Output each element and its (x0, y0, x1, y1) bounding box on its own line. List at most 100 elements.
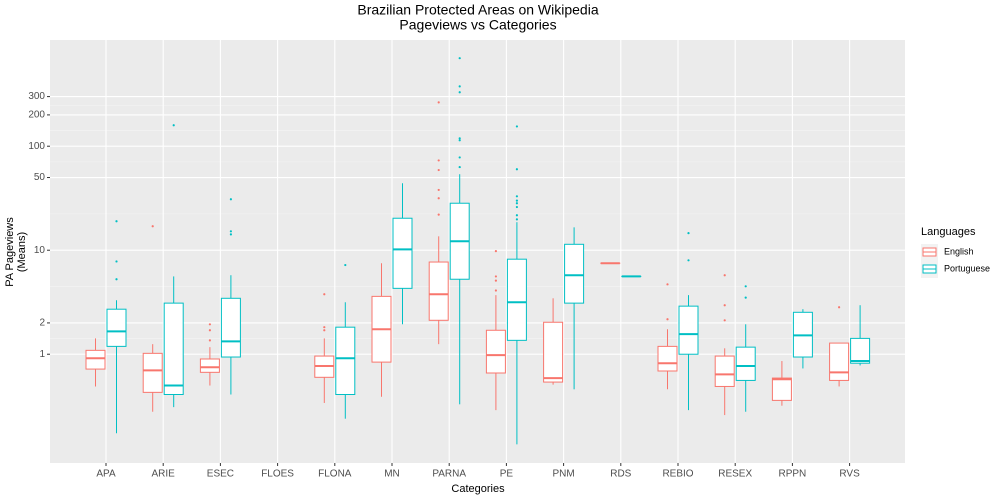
outlier (687, 259, 690, 262)
box (564, 243, 585, 304)
outlier (515, 168, 519, 171)
outlier (458, 137, 461, 140)
box-group (314, 293, 335, 403)
outlier (323, 293, 326, 296)
outlier (515, 214, 519, 217)
outlier (666, 283, 669, 286)
box (543, 321, 564, 383)
outlier (229, 233, 232, 236)
outlier (744, 296, 747, 299)
box (335, 326, 356, 396)
box (850, 337, 871, 364)
box-group (85, 338, 106, 387)
outlier (515, 218, 519, 221)
box-group (792, 309, 813, 369)
x-tick-label: RVS (839, 469, 860, 480)
box-group (678, 232, 699, 411)
box (506, 258, 527, 341)
box-group (735, 285, 756, 412)
outlier (723, 304, 726, 307)
box-group (220, 198, 241, 395)
box-group (163, 124, 184, 408)
outlier (838, 306, 841, 309)
outlier (229, 230, 232, 233)
outlier (208, 339, 211, 342)
chart-subtitle: Pageviews vs Categories (399, 17, 556, 33)
outlier (458, 57, 461, 60)
x-tick-label: RDS (610, 469, 631, 480)
y-axis-title: (Means) (16, 232, 28, 272)
outlier (437, 213, 440, 216)
box-group (829, 306, 850, 387)
outlier (494, 275, 497, 278)
chart-title: Brazilian Protected Areas on Wikipedia (357, 2, 598, 18)
outlier (437, 168, 440, 172)
outlier (494, 279, 497, 282)
x-axis-title: Categories (451, 483, 505, 495)
box (199, 358, 220, 373)
box (142, 352, 163, 393)
box (428, 261, 449, 321)
outlier (666, 318, 669, 321)
y-tick-label: 200 (28, 110, 45, 121)
outlier (723, 274, 726, 277)
box-group (714, 274, 735, 416)
box (657, 345, 678, 372)
y-axis-title: PA Pageviews (4, 217, 16, 287)
legend-title: Languages (921, 226, 976, 238)
outlier (458, 85, 461, 88)
outlier (229, 198, 232, 201)
box (220, 297, 241, 358)
box (163, 302, 184, 396)
x-tick-label: PNM (552, 469, 574, 480)
outlier (458, 91, 461, 94)
box (829, 342, 850, 381)
x-tick-label: REBIO (662, 469, 693, 480)
box-group (449, 57, 470, 405)
box-group (335, 263, 356, 419)
outlier (208, 329, 211, 332)
y-tick-label: 2 (39, 318, 45, 329)
legend-label: English (944, 246, 974, 256)
box (771, 377, 792, 401)
box-group (392, 183, 413, 325)
box-group (771, 361, 792, 406)
legend-label: Portuguese (944, 263, 990, 273)
outlier (458, 139, 461, 142)
y-tick-label: 1 (39, 349, 45, 360)
x-tick-label: RESEX (718, 469, 752, 480)
outlier (458, 165, 461, 169)
plot-panel (50, 40, 905, 463)
box (392, 217, 413, 289)
outlier (344, 263, 347, 267)
outlier (115, 278, 118, 281)
outlier (437, 188, 440, 192)
x-tick-label: PE (500, 469, 514, 480)
x-tick-label: ARIE (152, 469, 176, 480)
box (714, 355, 735, 387)
outlier (458, 156, 461, 159)
box-group (142, 225, 163, 412)
outlier (115, 220, 118, 223)
outlier (515, 205, 519, 209)
y-tick-label: 300 (28, 91, 45, 102)
box-group (506, 125, 527, 445)
box (485, 329, 506, 374)
outlier (515, 195, 519, 198)
outlier (494, 250, 497, 253)
box-group (485, 250, 506, 411)
x-tick-label: FLONA (318, 469, 352, 480)
outlier (515, 202, 519, 205)
x-tick-label: ESEC (207, 469, 234, 480)
y-tick-label: 100 (28, 141, 45, 152)
box-group (657, 283, 678, 390)
box-group (543, 298, 564, 385)
box-group (564, 227, 585, 390)
outlier (494, 289, 497, 292)
outlier (744, 285, 747, 288)
outlier (151, 225, 154, 228)
outlier (172, 124, 175, 127)
y-tick-label: 50 (34, 172, 46, 183)
outlier (515, 125, 519, 128)
x-tick-label: FLOES (261, 469, 294, 480)
